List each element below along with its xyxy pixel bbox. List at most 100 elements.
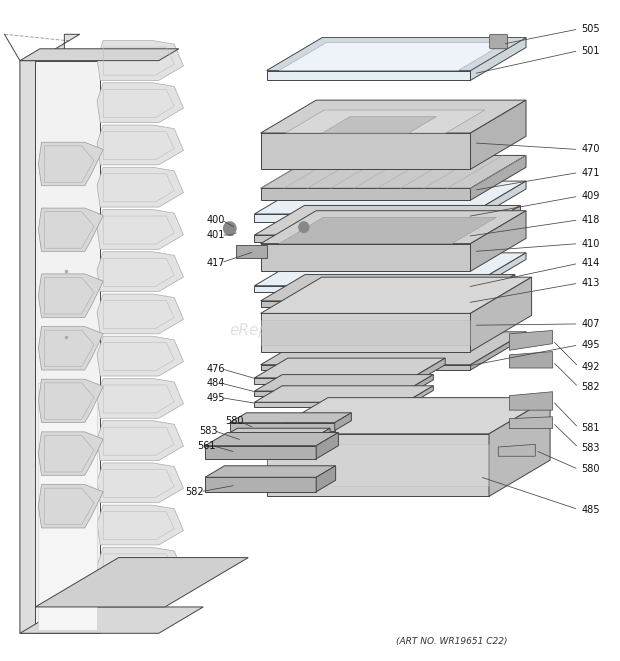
Polygon shape	[279, 217, 497, 244]
Polygon shape	[20, 607, 203, 633]
Polygon shape	[489, 398, 550, 496]
Polygon shape	[38, 274, 104, 317]
Polygon shape	[254, 375, 433, 391]
Polygon shape	[412, 358, 445, 385]
Polygon shape	[267, 71, 471, 81]
Polygon shape	[254, 403, 405, 407]
Polygon shape	[267, 434, 489, 496]
Text: 410: 410	[582, 239, 600, 249]
Polygon shape	[471, 274, 515, 307]
Polygon shape	[335, 412, 352, 430]
Polygon shape	[97, 547, 184, 587]
Text: 583: 583	[199, 426, 218, 436]
Polygon shape	[236, 245, 267, 258]
Text: 401: 401	[206, 230, 224, 240]
Polygon shape	[260, 274, 515, 301]
Polygon shape	[279, 42, 505, 71]
Text: 485: 485	[582, 504, 600, 514]
Text: 581: 581	[582, 423, 600, 433]
Polygon shape	[267, 38, 526, 71]
Polygon shape	[97, 336, 184, 376]
Polygon shape	[35, 558, 248, 607]
Text: 492: 492	[582, 362, 600, 371]
Polygon shape	[254, 378, 412, 385]
Polygon shape	[254, 286, 471, 292]
Text: 501: 501	[582, 46, 600, 56]
Polygon shape	[471, 206, 520, 242]
Polygon shape	[205, 446, 316, 459]
Text: 580: 580	[225, 416, 243, 426]
Polygon shape	[20, 49, 179, 61]
Polygon shape	[260, 365, 471, 370]
Text: 470: 470	[582, 145, 600, 155]
Polygon shape	[260, 313, 471, 352]
Polygon shape	[471, 253, 526, 292]
Text: 476: 476	[206, 364, 225, 373]
Polygon shape	[267, 444, 489, 486]
Polygon shape	[205, 466, 335, 477]
Polygon shape	[260, 244, 471, 271]
Polygon shape	[254, 358, 445, 378]
Polygon shape	[498, 444, 535, 456]
Polygon shape	[35, 61, 100, 633]
Text: 580: 580	[582, 465, 600, 475]
Text: 583: 583	[582, 443, 600, 453]
Polygon shape	[97, 83, 184, 122]
Polygon shape	[260, 211, 526, 244]
Polygon shape	[510, 416, 552, 428]
Polygon shape	[471, 100, 526, 169]
Polygon shape	[254, 391, 405, 397]
Polygon shape	[38, 142, 104, 186]
Polygon shape	[510, 352, 552, 368]
Polygon shape	[260, 332, 526, 365]
Polygon shape	[405, 386, 433, 407]
Text: (ART NO. WR19651 C22): (ART NO. WR19651 C22)	[396, 637, 508, 646]
Polygon shape	[471, 155, 526, 200]
FancyBboxPatch shape	[490, 34, 508, 49]
Polygon shape	[260, 320, 471, 345]
Polygon shape	[471, 181, 526, 222]
Polygon shape	[254, 206, 520, 235]
Polygon shape	[267, 398, 550, 434]
Polygon shape	[260, 100, 526, 133]
Text: 505: 505	[582, 24, 600, 34]
Polygon shape	[254, 235, 471, 242]
Polygon shape	[97, 125, 184, 165]
Polygon shape	[38, 208, 104, 252]
Polygon shape	[260, 155, 526, 188]
Polygon shape	[267, 38, 526, 71]
Text: 413: 413	[582, 278, 600, 288]
Polygon shape	[254, 386, 433, 403]
Polygon shape	[38, 432, 104, 475]
Text: 418: 418	[582, 215, 600, 225]
Polygon shape	[510, 330, 552, 350]
Text: 495: 495	[206, 393, 225, 403]
Text: 471: 471	[582, 167, 600, 178]
Polygon shape	[205, 477, 316, 492]
Polygon shape	[97, 420, 184, 461]
Polygon shape	[224, 436, 316, 442]
Text: eReplacementParts.com: eReplacementParts.com	[229, 323, 415, 338]
Polygon shape	[510, 392, 552, 410]
Text: 582: 582	[185, 486, 204, 497]
Polygon shape	[38, 485, 104, 528]
Polygon shape	[97, 463, 184, 503]
Polygon shape	[97, 505, 184, 545]
Polygon shape	[316, 428, 330, 442]
Polygon shape	[97, 252, 184, 292]
Polygon shape	[254, 214, 471, 222]
Polygon shape	[97, 379, 184, 418]
Polygon shape	[230, 422, 335, 430]
Polygon shape	[316, 432, 339, 459]
Polygon shape	[38, 383, 97, 630]
Polygon shape	[224, 428, 330, 436]
Text: 409: 409	[582, 191, 600, 201]
Polygon shape	[20, 34, 80, 633]
Polygon shape	[97, 40, 184, 81]
Text: 582: 582	[582, 382, 600, 392]
Polygon shape	[97, 210, 184, 249]
Polygon shape	[254, 181, 526, 214]
Polygon shape	[260, 277, 531, 313]
Text: 484: 484	[206, 378, 224, 388]
Polygon shape	[260, 188, 471, 200]
